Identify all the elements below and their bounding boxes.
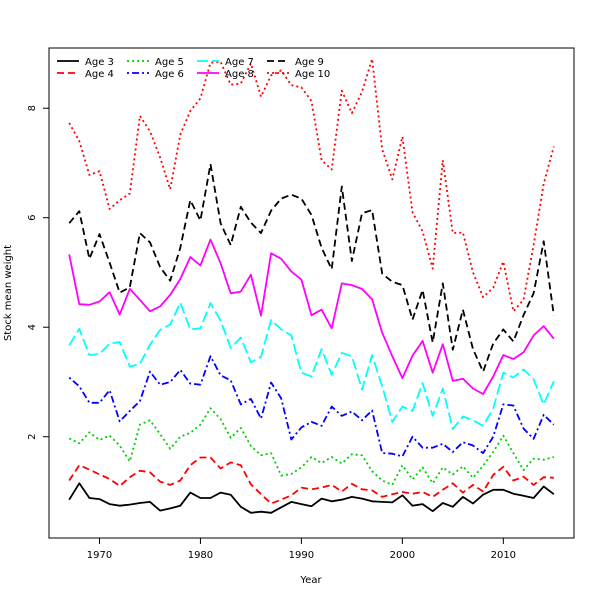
x-tick-label: 1980 [188, 550, 213, 561]
legend-label: Age 7 [225, 57, 254, 68]
series-line-5 [68, 301, 555, 431]
y-tick-label: 6 [27, 215, 38, 221]
y-tick-label: 4 [27, 324, 38, 330]
y-tick-label: 8 [27, 105, 38, 111]
series-line-1 [68, 482, 555, 514]
x-axis-title: Year [299, 575, 322, 586]
legend-label: Age 3 [85, 57, 114, 68]
legend-label: Age 8 [225, 69, 254, 80]
x-tick-label: 1970 [87, 550, 112, 561]
legend-label: Age 10 [295, 69, 330, 80]
x-tick-label: 2000 [390, 550, 415, 561]
series-line-2 [68, 456, 554, 505]
series-layer [68, 58, 555, 514]
legend-label: Age 4 [85, 69, 114, 80]
x-tick-label: 2010 [491, 550, 516, 561]
y-tick-label: 2 [27, 434, 38, 440]
legend-label: Age 6 [155, 69, 184, 80]
series-line-7 [68, 163, 555, 373]
y-axis-title: Stock mean weight [3, 245, 14, 341]
series-line-3 [68, 407, 555, 486]
series-line-6 [68, 238, 555, 395]
x-tick-label: 1990 [289, 550, 314, 561]
axis-layer: 1970 1980 1990 2000 2010 2 4 6 8 [27, 105, 516, 561]
series-line-4 [68, 355, 555, 458]
legend-label: Age 9 [295, 57, 324, 68]
legend-label: Age 5 [155, 57, 184, 68]
